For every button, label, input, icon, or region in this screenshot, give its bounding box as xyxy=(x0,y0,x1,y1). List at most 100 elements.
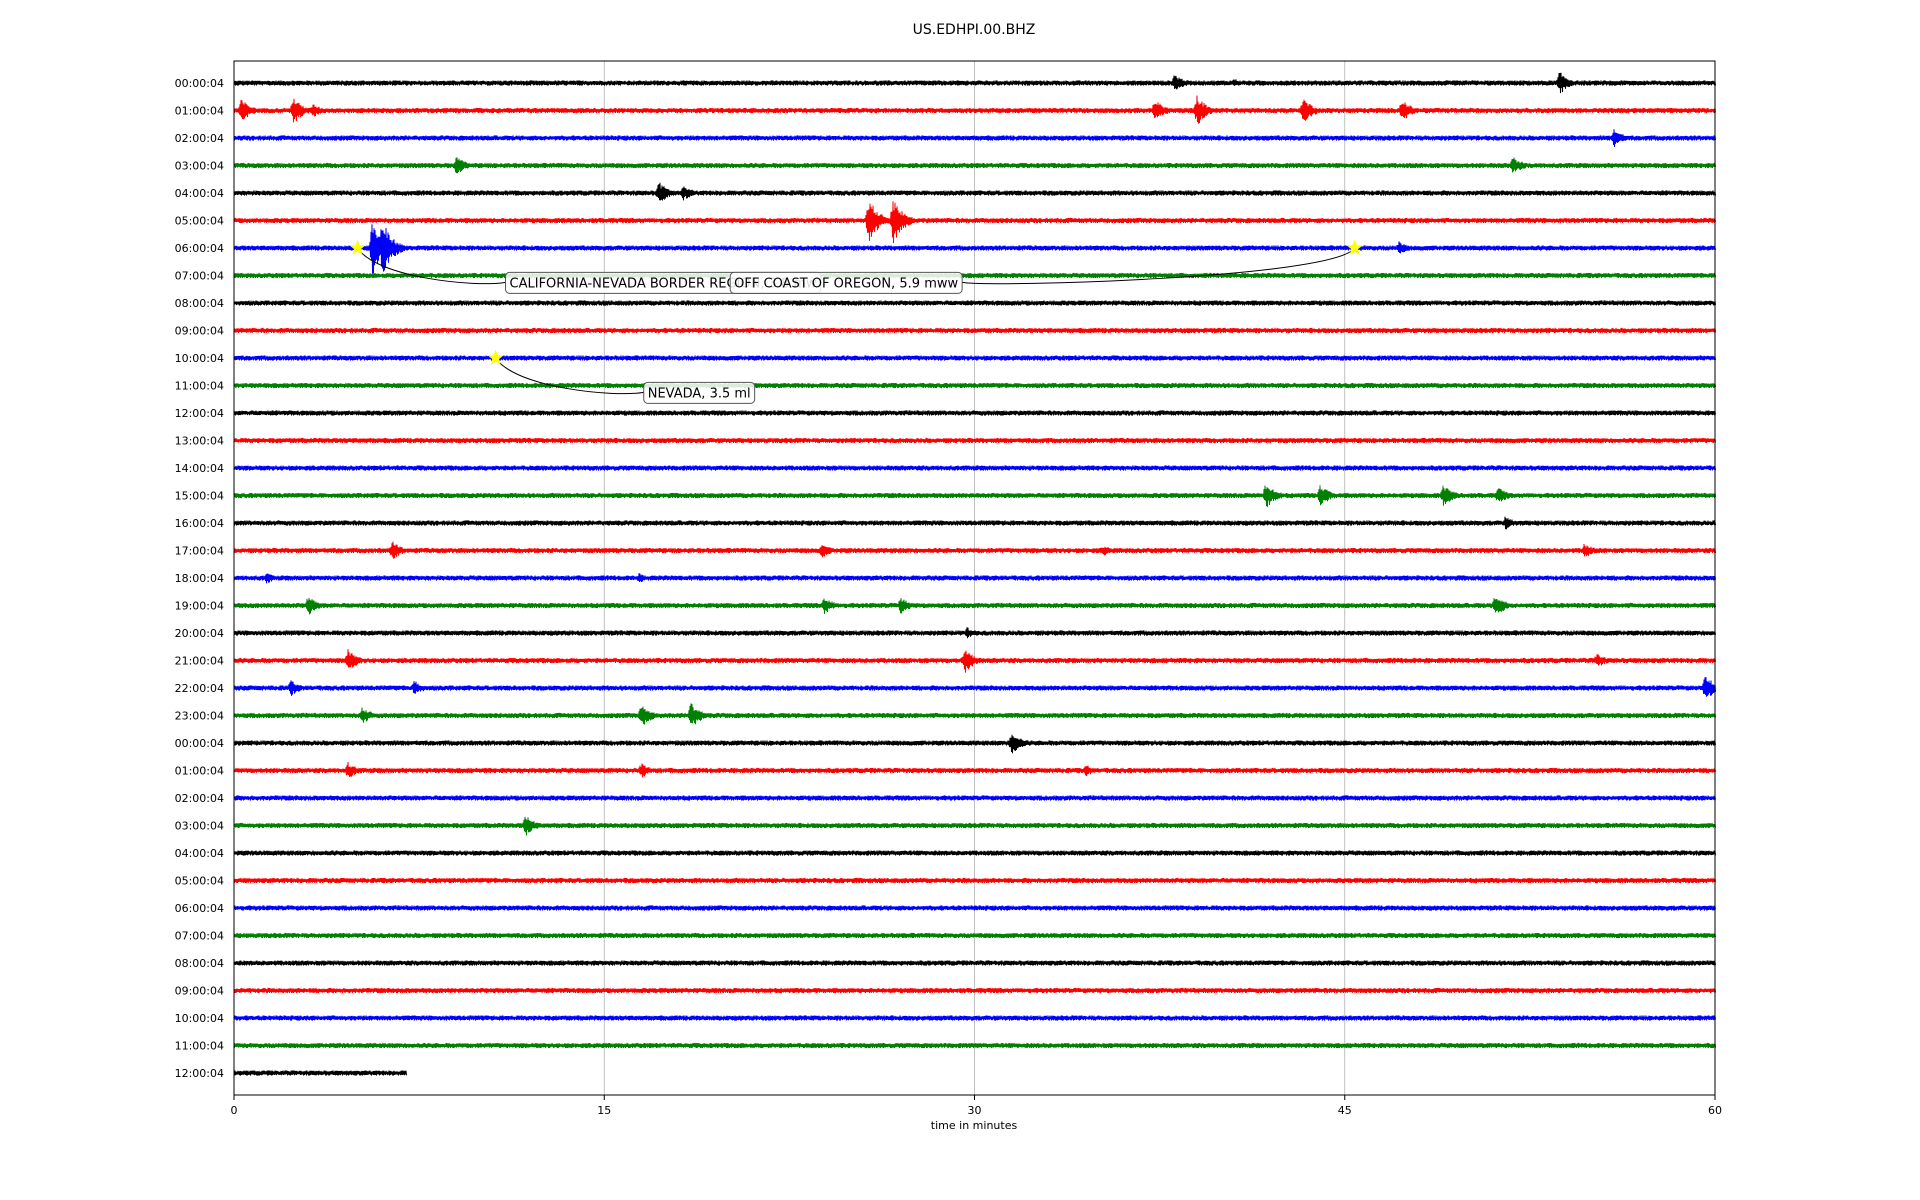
trace-row-11 xyxy=(233,382,1716,389)
row-labels: 00:00:04 01:00:04 02:00:04 03:00:04 04:00:04… xyxy=(175,77,224,1080)
row-label: 11:00:04 xyxy=(175,380,224,393)
row-label: 04:00:04 xyxy=(175,187,224,200)
trace-row-15 xyxy=(233,485,1716,507)
row-label: 17:00:04 xyxy=(175,545,224,558)
row-label: 06:00:04 xyxy=(175,242,224,255)
row-label: 19:00:04 xyxy=(175,600,224,613)
plot-frame xyxy=(233,60,1716,1096)
event-star-icon xyxy=(349,239,366,255)
x-tick-label: 45 xyxy=(1338,1104,1352,1117)
trace-row-31 xyxy=(233,932,1716,939)
trace-row-0 xyxy=(233,72,1716,94)
x-tick-label: 0 xyxy=(231,1104,238,1117)
x-axis-label: time in minutes xyxy=(931,1119,1018,1132)
row-label: 09:00:04 xyxy=(175,985,224,998)
row-label: 07:00:04 xyxy=(175,930,224,943)
row-label: 22:00:04 xyxy=(175,682,224,695)
trace-row-21 xyxy=(233,649,1716,673)
trace-row-6 xyxy=(233,224,1716,274)
trace-row-18 xyxy=(233,573,1716,584)
row-label: 12:00:04 xyxy=(175,407,224,420)
event-connector xyxy=(357,247,506,285)
row-label: 03:00:04 xyxy=(175,820,224,833)
trace-row-34 xyxy=(233,1015,1716,1021)
trace-row-20 xyxy=(233,627,1716,639)
trace-row-19 xyxy=(233,597,1716,615)
event-label: OFF COAST OF OREGON, 5.9 mww xyxy=(734,276,958,291)
trace-row-7 xyxy=(233,272,1716,279)
row-label: 09:00:04 xyxy=(175,325,224,338)
trace-row-27 xyxy=(233,816,1716,836)
row-label: 07:00:04 xyxy=(175,270,224,283)
event-connector xyxy=(962,247,1356,285)
trace-row-5 xyxy=(233,201,1716,244)
trace-row-17 xyxy=(233,541,1716,559)
trace-row-35 xyxy=(233,1042,1716,1049)
trace-row-3 xyxy=(233,157,1716,174)
trace-row-25 xyxy=(233,761,1716,778)
trace-row-29 xyxy=(233,877,1716,884)
row-label: 03:00:04 xyxy=(175,160,224,173)
row-label: 16:00:04 xyxy=(175,517,224,530)
trace-row-16 xyxy=(233,516,1716,530)
trace-row-26 xyxy=(233,795,1716,801)
row-label: 01:00:04 xyxy=(175,765,224,778)
row-label: 02:00:04 xyxy=(175,792,224,805)
row-label: 06:00:04 xyxy=(175,902,224,915)
event-connector xyxy=(495,357,644,395)
row-label: 00:00:04 xyxy=(175,77,224,90)
row-label: 21:00:04 xyxy=(175,655,224,668)
row-label: 05:00:04 xyxy=(175,875,224,888)
event-annotation: OFF COAST OF OREGON, 5.9 mww xyxy=(729,239,1363,294)
event-annotations: CALIFORNIA-NEVADA BORDER REGION, 3.8 mwO… xyxy=(349,239,1363,404)
trace-row-33 xyxy=(233,987,1716,994)
row-label: 20:00:04 xyxy=(175,627,224,640)
x-axis-ticks: 0 15 30 45 60 xyxy=(231,1095,1722,1117)
row-label: 08:00:04 xyxy=(175,957,224,970)
chart-title: US.EDHPI.00.BHZ xyxy=(913,22,1036,38)
row-label: 10:00:04 xyxy=(175,352,224,365)
row-label: 10:00:04 xyxy=(175,1012,224,1025)
x-tick-label: 15 xyxy=(597,1104,611,1117)
row-label: 13:00:04 xyxy=(175,435,224,448)
row-label: 23:00:04 xyxy=(175,710,224,723)
row-label: 00:00:04 xyxy=(175,737,224,750)
event-label: NEVADA, 3.5 ml xyxy=(648,386,751,401)
trace-row-14 xyxy=(233,465,1716,471)
trace-row-10 xyxy=(233,355,1716,361)
trace-row-2 xyxy=(233,129,1716,148)
row-label: 11:00:04 xyxy=(175,1040,224,1053)
trace-row-9 xyxy=(233,327,1716,334)
trace-row-32 xyxy=(233,960,1716,966)
trace-row-4 xyxy=(233,182,1716,201)
row-label: 02:00:04 xyxy=(175,132,224,145)
row-label: 04:00:04 xyxy=(175,847,224,860)
event-annotation: NEVADA, 3.5 ml xyxy=(487,349,756,404)
trace-row-13 xyxy=(233,437,1716,444)
event-label-box xyxy=(729,271,963,294)
trace-row-8 xyxy=(233,300,1716,306)
trace-row-22 xyxy=(233,677,1716,697)
event-label-box xyxy=(643,381,756,404)
x-tick-label: 30 xyxy=(968,1104,982,1117)
trace-row-12 xyxy=(233,410,1716,416)
row-label: 15:00:04 xyxy=(175,490,224,503)
x-tick-label: 60 xyxy=(1708,1104,1722,1117)
row-label: 18:00:04 xyxy=(175,572,224,585)
trace-row-28 xyxy=(233,850,1716,856)
row-label: 08:00:04 xyxy=(175,297,224,310)
row-label: 12:00:04 xyxy=(175,1067,224,1080)
trace-row-1 xyxy=(233,95,1716,124)
row-label: 05:00:04 xyxy=(175,215,224,228)
traces xyxy=(233,72,1716,1076)
row-label: 01:00:04 xyxy=(175,105,224,118)
trace-row-23 xyxy=(233,703,1716,725)
trace-row-30 xyxy=(233,905,1716,911)
event-star-icon xyxy=(487,349,504,365)
row-label: 14:00:04 xyxy=(175,462,224,475)
trace-row-36 xyxy=(233,1070,407,1076)
event-star-icon xyxy=(1346,239,1363,255)
trace-row-24 xyxy=(233,734,1716,754)
